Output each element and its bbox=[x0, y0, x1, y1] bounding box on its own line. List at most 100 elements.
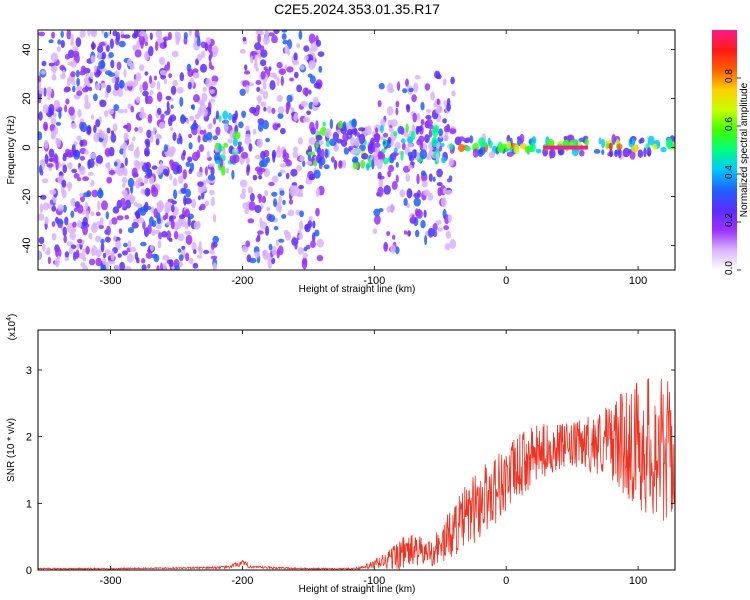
spectrogram-cell bbox=[124, 214, 130, 220]
spectrogram-cell bbox=[431, 128, 439, 138]
spectrogram-cell bbox=[414, 75, 421, 80]
spectrogram-cell bbox=[82, 192, 90, 198]
spectrogram-cell bbox=[160, 69, 167, 76]
spectrogram-cell bbox=[400, 150, 404, 161]
spectrogram-cell bbox=[140, 40, 144, 49]
spectrogram-cell bbox=[238, 121, 244, 129]
spectrogram-cell bbox=[210, 255, 218, 260]
spectrogram-cell bbox=[152, 126, 157, 132]
spectrogram-cell bbox=[89, 71, 94, 80]
spectrogram-cell bbox=[336, 129, 341, 134]
spectrogram-cell bbox=[49, 199, 54, 205]
spectrogram-cell bbox=[95, 155, 103, 164]
spectrogram-cell bbox=[210, 65, 215, 70]
spectrogram-cell bbox=[102, 252, 107, 259]
spectrogram-cell bbox=[207, 174, 216, 181]
spectrogram-cell bbox=[82, 256, 87, 262]
spectrogram-cell bbox=[108, 72, 116, 77]
spectrogram-cell bbox=[113, 161, 118, 167]
spectrogram-cell bbox=[156, 217, 162, 225]
spectrogram-cell bbox=[166, 61, 171, 71]
spectrogram-cell bbox=[234, 110, 238, 120]
spectrogram-cell bbox=[254, 251, 261, 258]
spectrogram-cell bbox=[122, 141, 128, 150]
spectrogram-cell bbox=[430, 91, 435, 101]
x-tick-label: -300 bbox=[100, 275, 122, 287]
spectrogram-cell bbox=[176, 137, 181, 145]
spectrogram-cell bbox=[257, 193, 262, 200]
spectrogram-cell bbox=[104, 147, 111, 157]
spectrogram-cell bbox=[113, 70, 120, 78]
spectrogram-cell bbox=[163, 144, 168, 152]
spectrogram-cell bbox=[315, 141, 319, 148]
spectrogram-cell bbox=[104, 133, 109, 144]
spectrogram-cell bbox=[79, 139, 84, 147]
spectrogram-cell bbox=[171, 50, 179, 58]
spectrogram-cell bbox=[609, 149, 613, 158]
spectrogram-cell bbox=[61, 179, 67, 188]
spectrogram-cell bbox=[93, 65, 97, 73]
spectrogram-cell bbox=[312, 220, 316, 229]
spectrogram-cell bbox=[188, 257, 194, 265]
spectrogram-cell bbox=[135, 160, 141, 171]
spectrogram-cell bbox=[193, 249, 197, 255]
spectrogram-cell bbox=[579, 150, 585, 157]
spectrogram-cell bbox=[169, 126, 174, 131]
spectrogram-cell bbox=[419, 149, 428, 160]
spectrogram-cell bbox=[120, 34, 125, 39]
spectrogram-cell bbox=[137, 217, 145, 224]
spectrogram-cell bbox=[231, 116, 237, 124]
spectrogram-cell bbox=[442, 188, 447, 195]
spectrogram-cell bbox=[165, 221, 173, 226]
spectrogram-cell bbox=[391, 180, 398, 190]
spectrogram-cell bbox=[159, 161, 163, 172]
spectrogram-cell bbox=[313, 169, 321, 179]
spectrogram-cell bbox=[432, 139, 439, 144]
spectrogram-cell bbox=[307, 73, 313, 78]
snr-series-line bbox=[38, 378, 675, 570]
spectrogram-cell bbox=[144, 187, 151, 197]
spectrogram-cell bbox=[262, 249, 269, 260]
spectrogram-cell bbox=[130, 105, 134, 113]
spectrogram-cell bbox=[316, 146, 322, 157]
colorbar-tick-label: 0.0 bbox=[724, 261, 735, 275]
spectrogram-cell bbox=[280, 127, 286, 135]
spectrogram-cell bbox=[387, 136, 392, 145]
spectrogram-cell bbox=[279, 169, 286, 174]
spectrogram-cell bbox=[458, 136, 465, 142]
spectrogram-cell bbox=[428, 129, 433, 138]
spectrogram-cell bbox=[210, 166, 215, 176]
spectrogram-cell bbox=[383, 157, 389, 165]
spectrogram-cell bbox=[172, 177, 178, 187]
spectrogram-cell bbox=[435, 107, 441, 114]
spectrogram-cell bbox=[149, 244, 154, 252]
spectrogram-cell bbox=[279, 163, 287, 168]
spectrogram-cell bbox=[268, 214, 276, 222]
spectrogram-cell bbox=[433, 102, 437, 108]
spectrogram-cell bbox=[75, 37, 82, 48]
spectrogram-cell bbox=[283, 229, 289, 236]
spectrogram-cell bbox=[93, 93, 98, 102]
spectrogram-cell bbox=[80, 65, 87, 74]
spectrogram-cell bbox=[177, 233, 185, 242]
spectrogram-cell bbox=[308, 137, 316, 145]
spectrogram-cell bbox=[665, 137, 673, 148]
spectrogram-cell bbox=[251, 51, 258, 56]
spectrogram-cell bbox=[320, 148, 325, 159]
spectrogram-cell bbox=[260, 70, 266, 80]
spectrogram-cell bbox=[647, 135, 655, 146]
spectrogram-cell bbox=[637, 149, 644, 158]
spectrogram-cell bbox=[111, 217, 118, 225]
spectrogram-cell bbox=[293, 146, 299, 152]
spectrogram-cell bbox=[203, 249, 210, 254]
spectrogram-cell bbox=[432, 176, 436, 182]
spectrogram-cell bbox=[158, 57, 166, 65]
spectrogram-cell bbox=[299, 65, 305, 71]
spectrogram-cell bbox=[524, 145, 532, 153]
spectrogram-cell bbox=[399, 189, 406, 198]
spectrogram-cell bbox=[135, 72, 142, 82]
spectrogram-cell bbox=[308, 33, 316, 44]
spectrogram-cell bbox=[386, 231, 391, 236]
spectrogram-cell bbox=[352, 161, 359, 170]
spectrogram-cell bbox=[333, 143, 339, 152]
